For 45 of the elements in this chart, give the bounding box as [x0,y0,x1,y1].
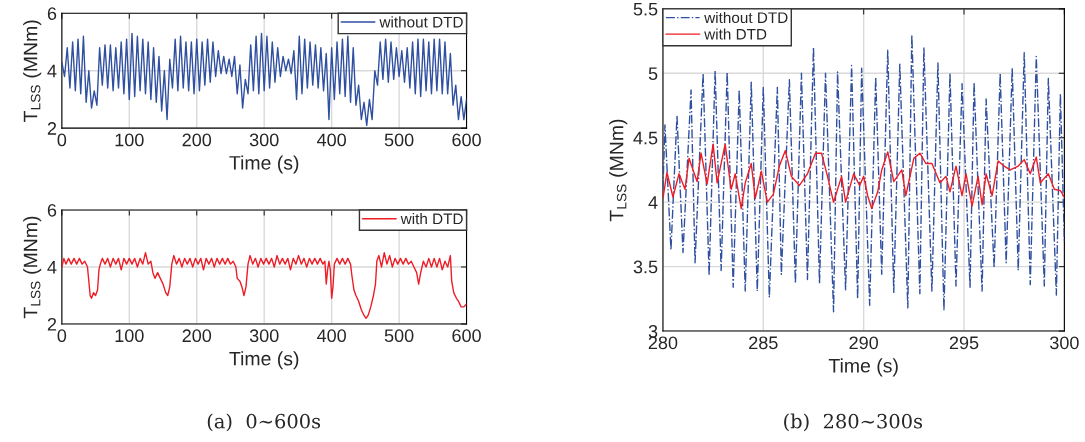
x-axis-title: Time (s) [229,351,299,370]
x-tick-label: 300 [249,329,279,343]
y-tick-label: 4 [648,196,658,209]
text: (a) 0∼600s [207,413,321,432]
legend-label: without DTD [704,11,788,24]
x-tick-label: 285 [749,336,778,350]
y-axis-title: T$_{LSS}$ (MNm) [609,119,628,222]
y-axis-title: T$_{LSS}$ (MNm) [23,216,42,319]
x-tick-label: 0 [57,329,67,343]
y-tick-label: 6 [47,7,57,20]
y-tick-label: 5 [648,67,658,80]
x-tick-label: 200 [182,329,212,343]
x-tick-label: 400 [317,133,347,147]
x-tick-label: 600 [452,329,481,343]
y-tick-label: 6 [47,203,57,217]
y-tick-label: 3.5 [633,260,658,274]
y-tick-label: 4 [47,64,57,78]
x-tick-label: 300 [249,133,279,147]
x-tick-label: 500 [384,329,414,343]
legend-label: with DTD [704,28,767,40]
legend-label: with DTD [400,213,463,225]
y-tick-label: 4.5 [633,131,658,145]
x-tick-label: 600 [452,133,481,147]
x-tick-label: 400 [317,329,347,343]
x-tick-label: 100 [115,133,144,147]
x-axis-title: Time (s) [828,358,898,377]
y-axis-title: T$_{LSS}$ (MNm) [23,20,42,122]
x-tick-label: 100 [115,329,144,343]
x-tick-label: 295 [949,336,979,350]
x-tick-label: 200 [182,133,212,147]
x-tick-label: 280 [648,336,678,350]
legend-label: without DTD [379,16,463,28]
text: (b) 280∼300s [784,413,923,432]
x-tick-label: 290 [849,336,879,350]
y-tick-label: 3 [648,324,658,338]
y-tick-label: 2 [47,122,57,135]
line-series [662,143,1065,210]
x-tick-label: 0 [57,133,67,147]
x-tick-label: 300 [1050,336,1079,350]
y-tick-label: 5.5 [633,2,658,16]
y-tick-label: 4 [47,261,57,274]
x-axis-title: Time (s) [229,155,299,174]
line-series [61,252,467,319]
x-tick-label: 500 [384,133,414,147]
y-tick-label: 2 [47,317,57,331]
